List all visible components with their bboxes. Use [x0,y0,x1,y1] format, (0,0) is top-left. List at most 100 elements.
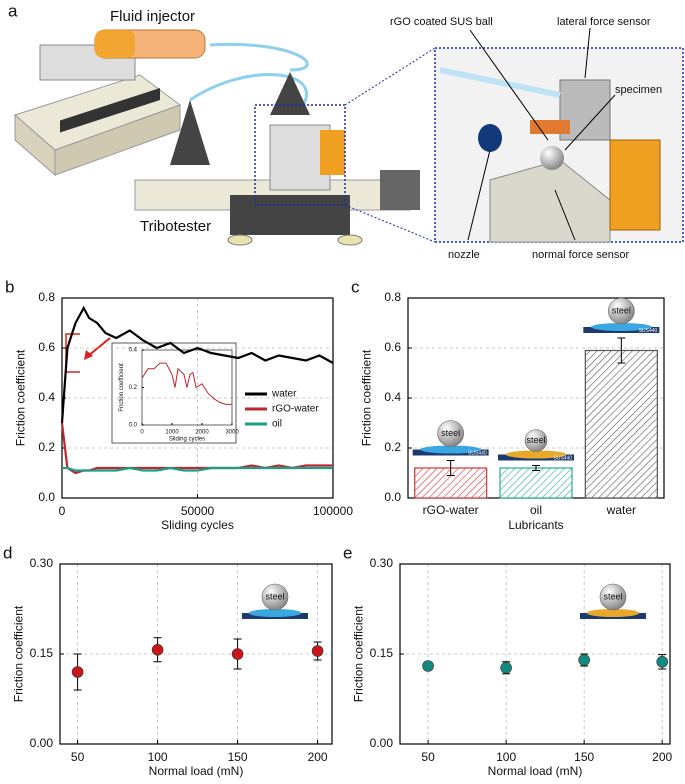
x-tick-label: 100000 [313,504,353,518]
x-tick-label: 1000 [165,429,179,435]
plot-frame [141,349,233,426]
y-tick-label: 0.00 [30,736,54,750]
x-axis-label: Normal load (mN) [488,764,583,778]
x-tick-label: 50 [421,750,435,764]
x-tick-label: 100 [148,750,168,764]
inset-frame [111,342,237,444]
ball-label: steel [603,591,622,601]
x-axis-label: Normal load (mN) [149,764,244,778]
x-tick-label: 0 [59,504,66,518]
ball [524,429,548,452]
lubricant [586,609,640,617]
y-axis-label: Friction coefficient [11,605,25,702]
bar [499,467,573,499]
y-tick-label: 0.2 [38,440,55,454]
ball-label: steel [265,591,284,601]
x-tick-label: 50000 [181,504,215,518]
y-tick-label: 0.30 [30,556,54,570]
label: lateral force sensor [557,16,651,28]
x-tick-label: 50 [71,750,85,764]
plate-label: SUS440 [553,455,572,461]
x-tick-label: 150 [574,750,594,764]
point [422,660,434,672]
y-tick-label: 0.2 [129,385,138,391]
y-tick-label: 0.4 [384,390,401,404]
point [578,654,590,666]
y-axis-label: Friction coefficient [119,363,125,412]
y-tick-label: 0.30 [370,556,394,570]
label: rGO coated SUS ball [390,16,493,28]
point [500,661,512,674]
plate-label: SUS440 [468,450,487,456]
ball [599,583,627,611]
arrow [87,337,111,357]
x-tick-label: 0 [140,429,144,435]
error-bar [617,337,626,364]
label: specimen [615,84,662,96]
y-tick-label: 0.2 [384,440,401,454]
ball-label: steel [526,435,545,445]
point [151,643,164,656]
y-tick-label: 0.0 [384,490,401,504]
x-tick-label: 3000 [225,429,239,435]
panel-letter: c [351,277,360,296]
lubricant [248,609,302,617]
label: Tribotester [140,218,211,235]
point [71,666,84,678]
panel-letter: d [3,543,12,562]
ball-label: steel [441,428,460,438]
panel-letter: e [343,543,352,562]
series-line [62,466,333,472]
point [231,648,244,660]
y-tick-label: 0.15 [30,646,54,660]
y-tick-label: 0.8 [38,290,55,304]
bar [584,349,658,499]
y-tick-label: 0.00 [370,736,394,750]
error-bar [446,460,455,476]
plot-frame [61,297,334,499]
y-tick-label: 0.15 [370,646,394,660]
y-tick-label: 0.0 [129,423,138,429]
x-tick-label: water [606,503,636,517]
x-tick-label: 150 [228,750,248,764]
y-tick-label: 0.0 [38,490,55,504]
ball [608,297,635,325]
plot-frame [59,563,333,745]
x-tick-label: 200 [652,750,672,764]
plate-label: SUS440 [639,328,658,334]
panel-letter: b [5,277,14,296]
ball-label: steel [612,305,631,315]
lubricant [420,445,482,454]
x-tick-label: 2000 [195,429,209,435]
y-tick-label: 0.4 [129,348,138,354]
x-axis-label: Lubricants [508,518,563,532]
label: Fluid injector [110,8,195,25]
plot-frame [399,563,671,745]
arrow-head [84,350,93,360]
x-axis-label: Sliding cycles [161,518,234,532]
label: nozzle [448,249,480,261]
ball [437,420,464,447]
error-bar [532,465,540,471]
point [311,645,324,657]
y-tick-label: 0.6 [384,340,401,354]
x-tick-label: oil [530,503,542,517]
point [656,655,668,668]
legend-label: water [271,389,297,400]
y-tick-label: 0.4 [38,390,55,404]
y-tick-label: 0.8 [384,290,401,304]
y-tick-label: 0.6 [38,340,55,354]
apparatus-illustration: a Fluid injector Tribo [8,1,684,261]
x-tick-label: 200 [308,750,328,764]
panel-letter: a [8,1,18,20]
y-axis-label: Friction coefficient [13,349,27,446]
x-tick-label: rGO-water [423,503,479,517]
lubricant [590,323,652,331]
ball [261,583,289,611]
y-axis-label: Friction coefficient [359,349,373,446]
series-line [141,362,232,405]
x-axis-label: Sliding cycles [169,437,205,443]
lubricant [505,450,567,459]
series-line [60,305,334,424]
